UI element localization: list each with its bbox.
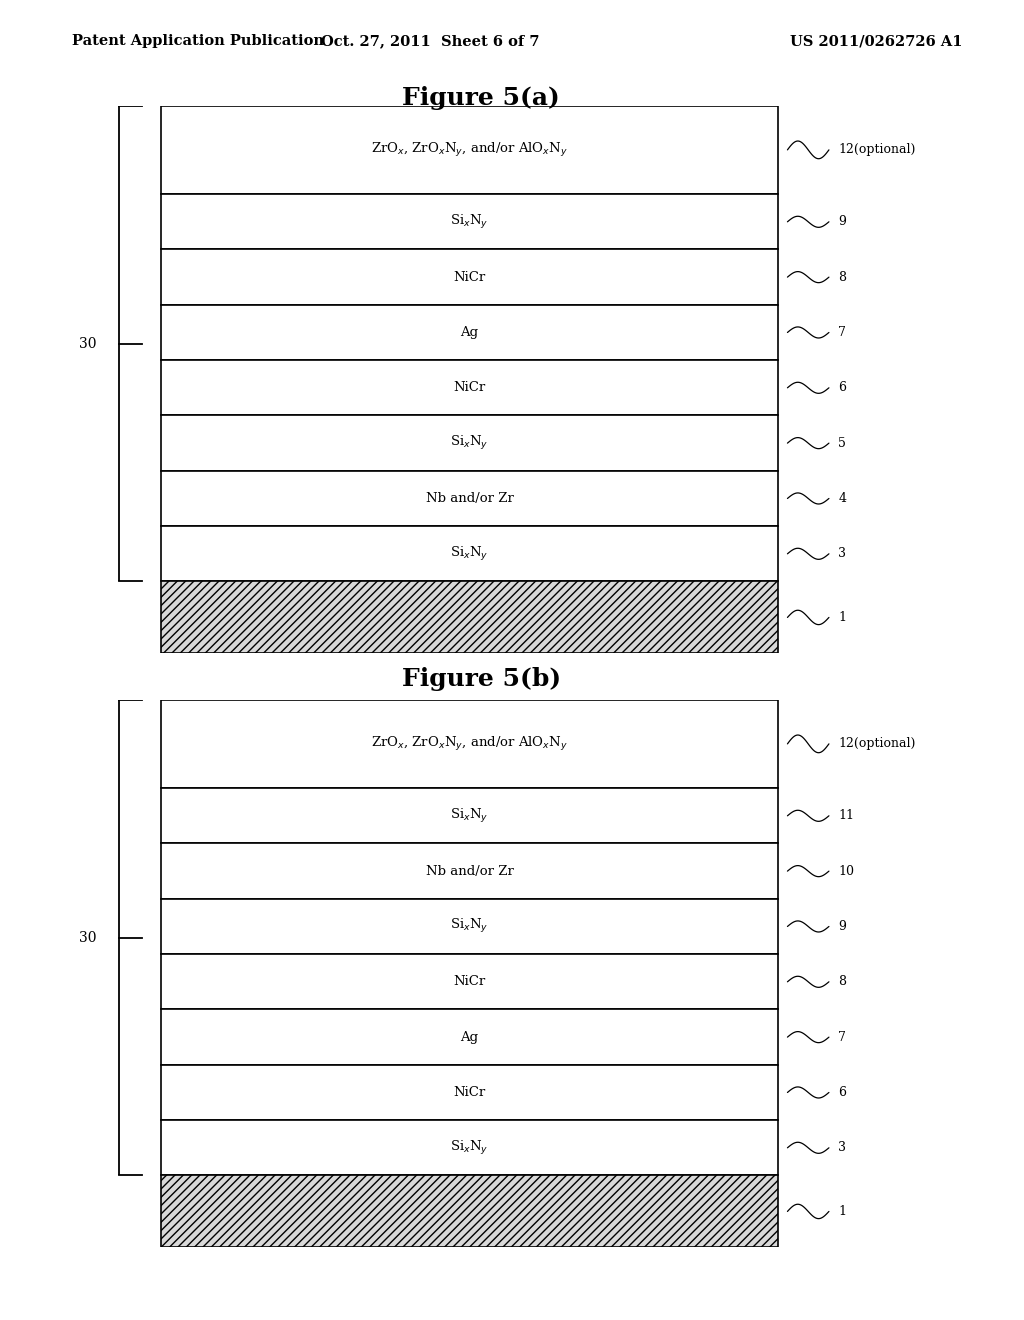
Text: Ag: Ag — [461, 1031, 478, 1044]
Text: 10: 10 — [838, 865, 854, 878]
Text: 30: 30 — [79, 337, 96, 351]
Bar — [161, 1176, 778, 1247]
Text: NiCr: NiCr — [454, 271, 485, 284]
Text: Nb and/or Zr: Nb and/or Zr — [426, 492, 513, 506]
Text: 30: 30 — [79, 931, 96, 945]
Text: Si$_x$N$_y$: Si$_x$N$_y$ — [451, 434, 488, 453]
Text: 5: 5 — [838, 437, 846, 450]
Text: Oct. 27, 2011  Sheet 6 of 7: Oct. 27, 2011 Sheet 6 of 7 — [321, 34, 540, 49]
Text: Si$_x$N$_y$: Si$_x$N$_y$ — [451, 807, 488, 825]
Text: Si$_x$N$_y$: Si$_x$N$_y$ — [451, 213, 488, 231]
Bar — [161, 954, 778, 1010]
Text: US 2011/0262726 A1: US 2011/0262726 A1 — [791, 34, 963, 49]
Text: 8: 8 — [838, 271, 846, 284]
Bar — [161, 582, 778, 653]
Bar — [161, 416, 778, 471]
Bar — [161, 527, 778, 582]
Text: 1: 1 — [838, 611, 846, 624]
Text: Nb and/or Zr: Nb and/or Zr — [426, 865, 513, 878]
Text: 9: 9 — [838, 920, 846, 933]
Bar — [161, 700, 778, 788]
Text: Si$_x$N$_y$: Si$_x$N$_y$ — [451, 917, 488, 936]
Bar — [161, 249, 778, 305]
Text: ZrO$_x$, ZrO$_x$N$_y$, and/or AlO$_x$N$_y$: ZrO$_x$, ZrO$_x$N$_y$, and/or AlO$_x$N$_… — [371, 141, 568, 158]
Bar — [161, 843, 778, 899]
Text: 12(optional): 12(optional) — [838, 738, 915, 750]
Text: 9: 9 — [838, 215, 846, 228]
Text: Patent Application Publication: Patent Application Publication — [72, 34, 324, 49]
Bar — [161, 106, 778, 194]
Bar — [161, 1010, 778, 1065]
Text: ZrO$_x$, ZrO$_x$N$_y$, and/or AlO$_x$N$_y$: ZrO$_x$, ZrO$_x$N$_y$, and/or AlO$_x$N$_… — [371, 735, 568, 752]
Bar — [161, 194, 778, 249]
Text: 12(optional): 12(optional) — [838, 144, 915, 156]
Text: 7: 7 — [838, 1031, 846, 1044]
Text: Ag: Ag — [461, 326, 478, 339]
Bar — [161, 1065, 778, 1121]
Bar — [161, 899, 778, 954]
Text: 6: 6 — [838, 381, 846, 395]
Text: 3: 3 — [838, 1142, 846, 1154]
Bar — [161, 305, 778, 360]
Text: Si$_x$N$_y$: Si$_x$N$_y$ — [451, 1139, 488, 1156]
Bar — [161, 471, 778, 527]
Text: 11: 11 — [838, 809, 854, 822]
Text: 4: 4 — [838, 492, 846, 506]
Text: 8: 8 — [838, 975, 846, 989]
Text: Figure 5(a): Figure 5(a) — [402, 86, 560, 110]
Text: Figure 5(b): Figure 5(b) — [401, 667, 561, 690]
Bar — [161, 360, 778, 416]
Text: 3: 3 — [838, 548, 846, 560]
Text: NiCr: NiCr — [454, 381, 485, 395]
Bar — [161, 788, 778, 843]
Text: NiCr: NiCr — [454, 975, 485, 989]
Text: 6: 6 — [838, 1086, 846, 1100]
Text: NiCr: NiCr — [454, 1086, 485, 1100]
Text: Si$_x$N$_y$: Si$_x$N$_y$ — [451, 545, 488, 562]
Bar — [161, 1121, 778, 1176]
Text: 1: 1 — [838, 1205, 846, 1218]
Text: 7: 7 — [838, 326, 846, 339]
